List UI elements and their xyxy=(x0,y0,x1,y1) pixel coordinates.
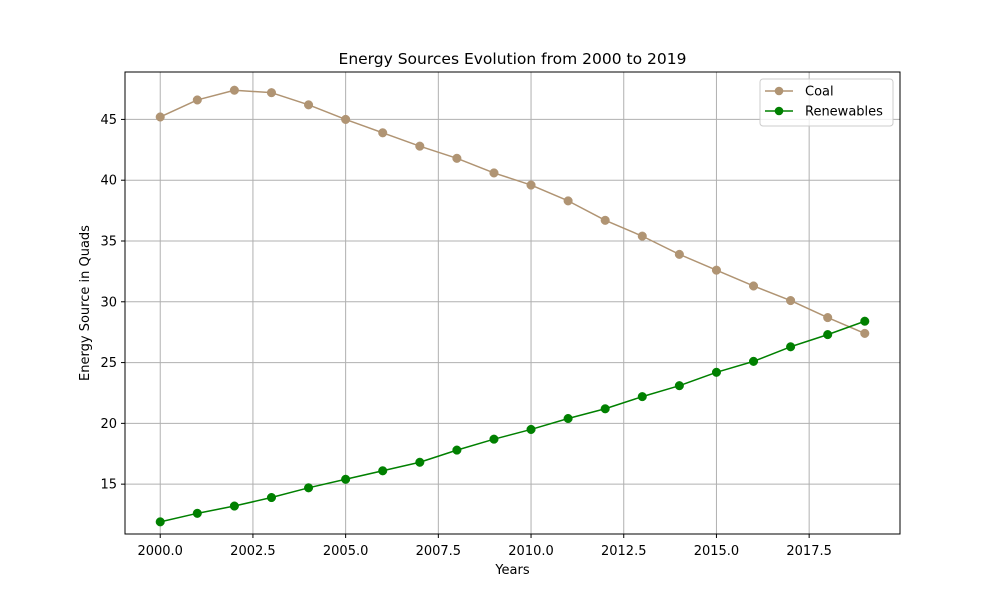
data-point-renewables xyxy=(341,474,351,484)
series-coal xyxy=(155,85,870,338)
data-point-renewables xyxy=(860,316,870,326)
data-point-coal xyxy=(860,328,870,338)
legend-swatch-marker xyxy=(774,86,784,96)
data-point-coal xyxy=(341,114,351,124)
legend-item-coal: Coal xyxy=(765,85,834,100)
x-tick-label: 2007.5 xyxy=(416,544,462,559)
data-point-coal xyxy=(415,141,425,151)
data-point-coal xyxy=(748,281,759,291)
data-point-renewables xyxy=(155,517,165,527)
data-point-renewables xyxy=(526,424,536,434)
series-line-coal xyxy=(159,89,866,335)
data-point-coal xyxy=(711,265,721,275)
plot-background xyxy=(125,72,900,534)
x-tick-label: 2010.0 xyxy=(508,544,554,559)
data-point-renewables xyxy=(229,501,239,511)
y-tick-label: 20 xyxy=(100,417,117,432)
data-point-coal xyxy=(600,215,610,225)
data-point-coal xyxy=(304,100,314,110)
data-point-renewables xyxy=(748,356,759,366)
legend-label: Renewables xyxy=(805,105,883,120)
data-point-coal xyxy=(637,231,647,241)
y-tick-label: 25 xyxy=(100,356,117,371)
legend-label: Coal xyxy=(805,85,834,100)
data-point-coal xyxy=(786,296,796,306)
series-line-renewables xyxy=(160,320,866,523)
legend: Coal Renewables xyxy=(759,78,894,127)
legend-swatch-marker xyxy=(774,106,784,116)
y-axis-ticks: 15 20 25 30 35 40 45 xyxy=(100,113,125,493)
y-tick-label: 15 xyxy=(100,478,117,493)
data-point-coal xyxy=(229,85,239,95)
legend-item-renewables: Renewables xyxy=(765,105,883,120)
data-point-coal xyxy=(452,153,462,163)
data-point-renewables xyxy=(711,367,721,377)
data-point-coal xyxy=(563,196,573,206)
data-point-renewables xyxy=(600,404,610,414)
data-point-coal xyxy=(823,313,833,323)
data-point-renewables xyxy=(786,342,796,352)
data-point-coal xyxy=(192,95,202,105)
x-axis-title: Years xyxy=(494,563,530,578)
series-renewables xyxy=(155,316,870,527)
x-axis-ticks: 2000.0 2002.5 2005.0 2007.5 2010.0 2012.5 2015… xyxy=(137,534,832,559)
y-tick-label: 35 xyxy=(100,234,117,249)
data-point-renewables xyxy=(637,392,647,402)
data-point-renewables xyxy=(563,413,573,424)
data-point-coal xyxy=(378,128,388,138)
data-point-renewables xyxy=(823,330,833,340)
x-tick-label: 2005.0 xyxy=(323,544,369,559)
grid-lines xyxy=(125,72,900,534)
data-point-coal xyxy=(674,249,684,259)
data-point-renewables xyxy=(266,492,277,503)
x-tick-label: 2015.0 xyxy=(694,544,740,559)
data-point-coal xyxy=(526,180,536,190)
data-point-renewables xyxy=(192,508,202,518)
data-point-renewables xyxy=(674,381,684,391)
data-point-coal xyxy=(266,88,277,98)
data-series xyxy=(155,85,870,527)
x-tick-label: 2012.5 xyxy=(601,544,647,559)
data-point-renewables xyxy=(489,434,499,444)
plot-frame xyxy=(124,71,901,535)
data-point-renewables xyxy=(452,445,462,455)
y-tick-label: 40 xyxy=(100,174,117,189)
data-point-coal xyxy=(155,112,165,122)
chart-title: Energy Sources Evolution from 2000 to 20… xyxy=(339,50,687,68)
data-point-renewables xyxy=(415,457,425,467)
legend-box xyxy=(759,78,894,127)
data-point-renewables xyxy=(378,466,388,476)
y-tick-label: 45 xyxy=(100,113,117,128)
y-axis-title: Energy Source in Quads xyxy=(78,225,93,381)
x-tick-label: 2002.5 xyxy=(230,544,276,559)
data-point-coal xyxy=(489,168,499,178)
y-tick-label: 30 xyxy=(100,295,117,310)
data-point-renewables xyxy=(304,483,314,493)
x-tick-label: 2017.5 xyxy=(786,544,832,559)
x-tick-label: 2000.0 xyxy=(137,544,183,559)
